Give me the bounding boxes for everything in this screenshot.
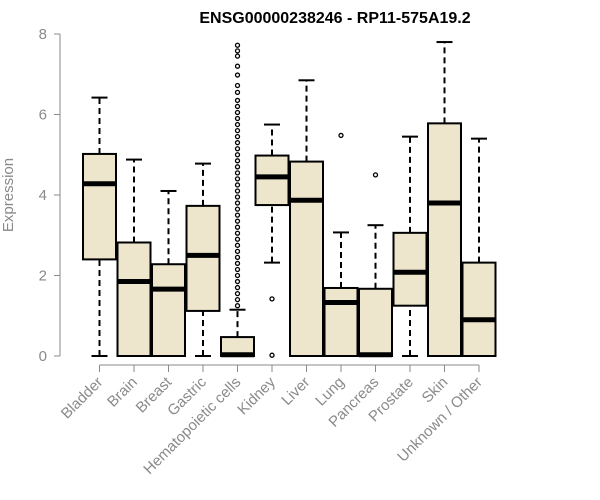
box-iqr	[289, 160, 324, 357]
outlier-point	[234, 254, 241, 261]
box-brain	[116, 158, 152, 357]
box-prostate	[392, 135, 428, 357]
box-iqr	[254, 154, 290, 207]
box-iqr	[392, 231, 428, 307]
y-tick-label: 0	[39, 348, 47, 365]
outlier-point	[234, 284, 241, 291]
outlier-point	[234, 146, 241, 152]
y-axis: 0 2 4 6 8	[39, 26, 61, 365]
box-iqr	[185, 204, 221, 312]
outlier-point	[234, 290, 241, 297]
outlier-point	[234, 296, 241, 303]
box-iqr	[323, 286, 359, 358]
box-skin	[427, 41, 462, 358]
outlier-point	[234, 97, 241, 104]
y-tick-label: 6	[39, 106, 47, 123]
outlier-point	[234, 48, 241, 54]
outlier-point	[234, 236, 241, 242]
box-gastric	[185, 162, 221, 357]
outlier-point	[234, 89, 241, 96]
outlier-point	[234, 182, 241, 188]
y-tick-label: 4	[39, 187, 47, 204]
x-tick-label: Liver	[278, 374, 313, 409]
outlier-point	[234, 72, 241, 78]
box-iqr	[151, 263, 186, 358]
box-iqr	[82, 152, 117, 261]
outlier-point	[234, 272, 241, 279]
box-group	[82, 41, 497, 358]
outlier-point	[234, 260, 241, 267]
box-iqr	[461, 261, 497, 357]
box-breast	[151, 189, 186, 358]
outlier-point	[234, 140, 241, 146]
outlier-point	[234, 248, 241, 255]
outlier-point	[234, 82, 241, 89]
outlier-point	[234, 200, 241, 206]
outlier-point	[234, 109, 241, 116]
outlier-point	[234, 224, 241, 230]
x-tick-label: Bladder	[58, 374, 107, 423]
outlier-point	[234, 152, 241, 158]
outlier-point	[234, 133, 241, 140]
outlier-point	[372, 172, 379, 178]
box-lung	[323, 132, 359, 358]
box-hematopoietic-cells	[220, 42, 255, 358]
box-iqr	[427, 122, 462, 358]
outlier-point	[234, 115, 241, 122]
outlier-point	[234, 218, 241, 224]
box-iqr	[358, 287, 393, 357]
outlier-point	[338, 132, 344, 139]
outlier-point	[234, 194, 241, 200]
outlier-point	[234, 63, 241, 69]
outlier-point	[234, 42, 241, 48]
outlier-point	[269, 296, 275, 302]
outlier-point	[234, 266, 241, 273]
box-iqr	[116, 241, 152, 357]
outlier-point	[234, 230, 241, 236]
outlier-point	[234, 127, 241, 134]
outlier-point	[234, 303, 241, 309]
outlier-point	[234, 53, 241, 59]
box-pancreas	[358, 172, 393, 358]
outlier-point	[234, 158, 241, 164]
y-tick-label: 2	[39, 267, 47, 284]
outlier-point	[234, 242, 241, 248]
outlier-point	[234, 170, 241, 176]
x-tick-label: Kidney	[234, 373, 279, 418]
y-tick-label: 8	[39, 26, 47, 43]
outlier-point	[269, 352, 275, 358]
outlier-point	[234, 206, 241, 212]
box-unknown-other	[461, 137, 497, 357]
chart-title: ENSG00000238246 - RP11-575A19.2	[199, 10, 470, 27]
outlier-point	[234, 176, 241, 182]
outlier-point	[234, 103, 241, 110]
outlier-point	[234, 278, 241, 285]
outlier-point	[234, 212, 241, 218]
y-axis-label: Expression	[0, 158, 17, 232]
box-liver	[289, 79, 324, 357]
outlier-point	[234, 188, 241, 194]
box-kidney	[254, 123, 290, 358]
outlier-point	[234, 121, 241, 128]
outlier-point	[234, 164, 241, 170]
box-bladder	[82, 96, 117, 357]
